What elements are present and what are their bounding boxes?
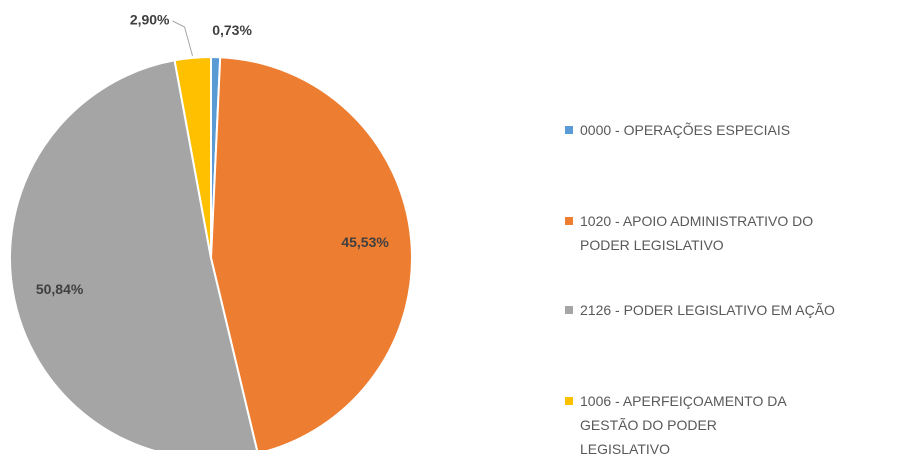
data-label: 45,53% — [341, 234, 389, 250]
legend-label: 1006 - APERFEIÇOAMENTO DA GESTÃO DO PODE… — [580, 393, 786, 457]
legend-swatch — [565, 397, 573, 405]
pie-slice — [209, 56, 413, 450]
pie-slice — [173, 55, 212, 259]
legend-item: 1006 - APERFEIÇOAMENTO DA GESTÃO DO PODE… — [565, 389, 810, 461]
chart: 0,73% 45,53% 50,84% 2,90% — [9, 12, 413, 450]
data-label: 2,90% — [130, 12, 170, 28]
legend-item: 0000 - OPERAÇÕES ESPECIAIS — [565, 118, 790, 142]
leader-line — [172, 20, 194, 56]
legend-item: 1020 - APOIO ADMINISTRATIVO DO PODER LEG… — [565, 209, 850, 257]
legend-label: 1020 - APOIO ADMINISTRATIVO DO PODER LEG… — [580, 213, 814, 253]
data-label: 0,73% — [212, 22, 252, 38]
legend-label: 0000 - OPERAÇÕES ESPECIAIS — [580, 122, 791, 138]
legend-swatch — [565, 126, 573, 134]
page: {"chart_data": {"type": "pie", "categori… — [9, 11, 850, 457]
legend-swatch — [565, 217, 573, 225]
data-label: 50,84% — [36, 281, 84, 297]
legend-swatch — [565, 306, 573, 314]
legend-label: 2126 - PODER LEGISLATIVO EM AÇÃO — [580, 302, 835, 318]
legend-item: 2126 - PODER LEGISLATIVO EM AÇÃO — [565, 298, 835, 322]
pie-slice — [9, 59, 258, 450]
